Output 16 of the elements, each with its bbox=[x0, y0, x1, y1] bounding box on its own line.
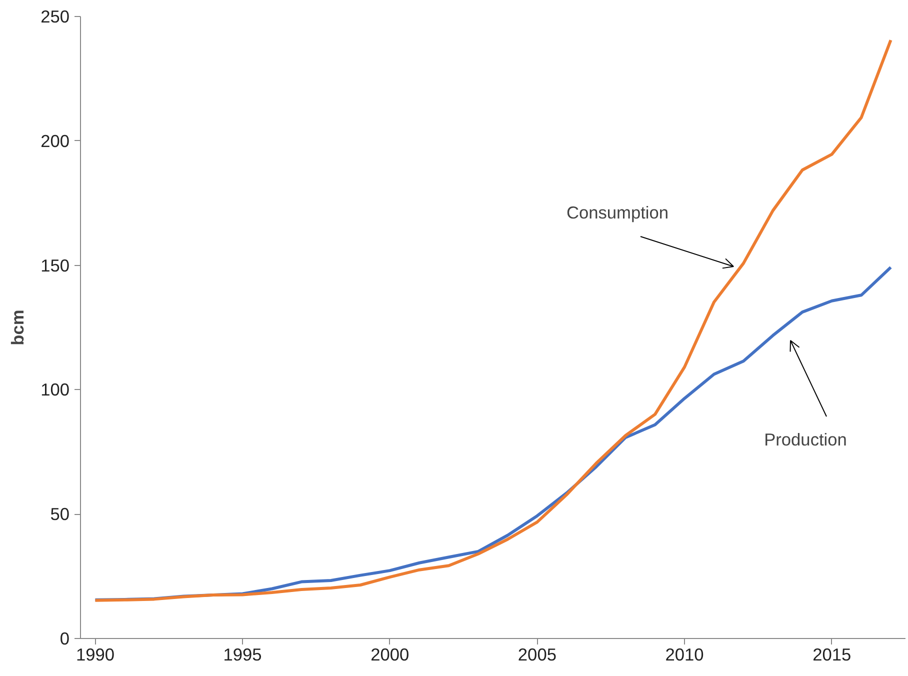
x-tick-label: 2010 bbox=[665, 644, 704, 664]
y-tick-label: 150 bbox=[40, 255, 70, 276]
y-tick-label: 0 bbox=[60, 628, 70, 648]
y-tick-label: 100 bbox=[40, 380, 70, 400]
y-tick-label: 200 bbox=[40, 130, 70, 151]
line-series bbox=[94, 38, 892, 602]
annotation: Production bbox=[764, 430, 847, 450]
y-tick-label: 250 bbox=[40, 6, 70, 26]
x-tick-label: 2000 bbox=[370, 644, 410, 664]
x-tick-label: 1990 bbox=[76, 644, 115, 664]
x-tick-label: 1995 bbox=[223, 644, 262, 664]
x-tick-label: 2015 bbox=[812, 644, 852, 664]
x-tick-label: 2005 bbox=[518, 644, 556, 664]
y-tick-label: 50 bbox=[50, 504, 70, 524]
y-axis-title: bcm bbox=[8, 310, 28, 346]
annotation: Consumption bbox=[566, 202, 669, 222]
